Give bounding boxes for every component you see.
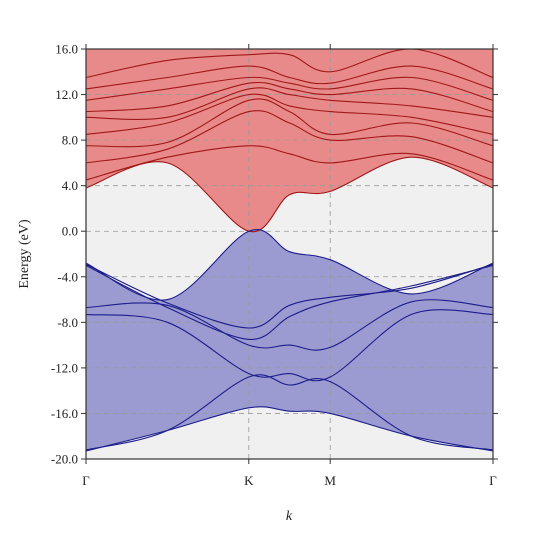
y-tick-label: -12.0 <box>51 360 78 375</box>
x-tick-label: Γ <box>489 473 497 488</box>
conduction-band-5 <box>86 93 493 135</box>
y-axis: -20.0 -16.0 -12.0 -8.0 -4.0 0.0 4.0 8.0 12.0 16.0 <box>51 42 498 467</box>
conduction-band-4 <box>86 98 493 148</box>
valence-band-4 <box>86 299 493 351</box>
valence-band-1 <box>86 229 493 301</box>
valence-band-2 <box>86 263 493 329</box>
y-tick-label: 4.0 <box>62 178 78 193</box>
conduction-band-9 <box>86 65 493 90</box>
y-tick-label: 8.0 <box>62 133 78 148</box>
y-tick-label: -4.0 <box>57 269 78 284</box>
conduction-band-7 <box>86 81 493 113</box>
plot-frame <box>85 48 494 460</box>
conduction-band-1 <box>86 156 493 233</box>
conduction-band-3 <box>86 110 493 164</box>
y-tick-label: -8.0 <box>57 315 78 330</box>
x-tick-label: K <box>244 473 254 488</box>
valence-band-3 <box>86 264 493 340</box>
conduction-band-2 <box>86 145 493 181</box>
valence-band-region <box>86 229 493 451</box>
x-tick-label: M <box>324 473 336 488</box>
x-tick-label: Γ <box>82 473 90 488</box>
valence-band-5 <box>86 309 493 382</box>
y-tick-label: 16.0 <box>55 42 78 57</box>
valence-band-7 <box>86 406 493 452</box>
y-tick-label: -16.0 <box>51 406 78 421</box>
y-axis-label: Energy (eV) <box>17 219 32 289</box>
x-axis-label: k <box>286 509 293 524</box>
y-tick-label: 0.0 <box>62 224 78 239</box>
y-tick-label: -20.0 <box>51 452 78 467</box>
conduction-band-8 <box>86 76 493 101</box>
y-tick-label: 12.0 <box>55 87 78 102</box>
grid-lines <box>86 49 493 459</box>
conduction-band-6 <box>86 87 493 120</box>
